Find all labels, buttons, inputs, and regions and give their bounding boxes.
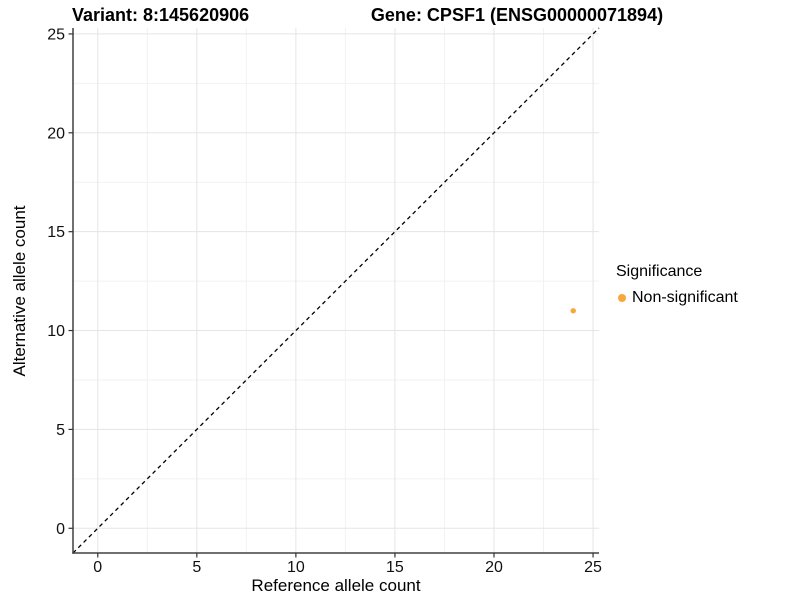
gene-title: Gene: CPSF1 (ENSG00000071894)	[370, 5, 664, 25]
x-tick-label: 20	[485, 559, 503, 576]
y-tick-label: 20	[47, 125, 65, 142]
x-tick-label: 10	[287, 559, 305, 576]
variant-title: Variant: 8:145620906	[72, 5, 250, 25]
legend-item: Non-significant	[616, 288, 738, 308]
legend-item-label: Non-significant	[632, 289, 738, 306]
legend-point-icon	[618, 294, 626, 302]
legend: Significance Non-significant	[616, 262, 738, 308]
y-tick-label: 10	[47, 323, 65, 340]
data-point	[570, 308, 576, 314]
y-tick-label: 0	[56, 521, 65, 538]
x-tick-label: 5	[192, 559, 201, 576]
legend-title: Significance	[616, 263, 703, 280]
identity-line	[72, 27, 600, 554]
y-tick-label: 25	[47, 26, 65, 43]
x-tick-label: 0	[93, 559, 102, 576]
y-tick-label: 5	[56, 422, 65, 439]
y-tick-label: 15	[47, 224, 65, 241]
x-tick-label: 15	[386, 559, 404, 576]
x-tick-label: 25	[584, 559, 602, 576]
x-axis-title: Reference allele count	[251, 576, 421, 595]
y-axis-title: Alternative allele count	[10, 205, 29, 377]
